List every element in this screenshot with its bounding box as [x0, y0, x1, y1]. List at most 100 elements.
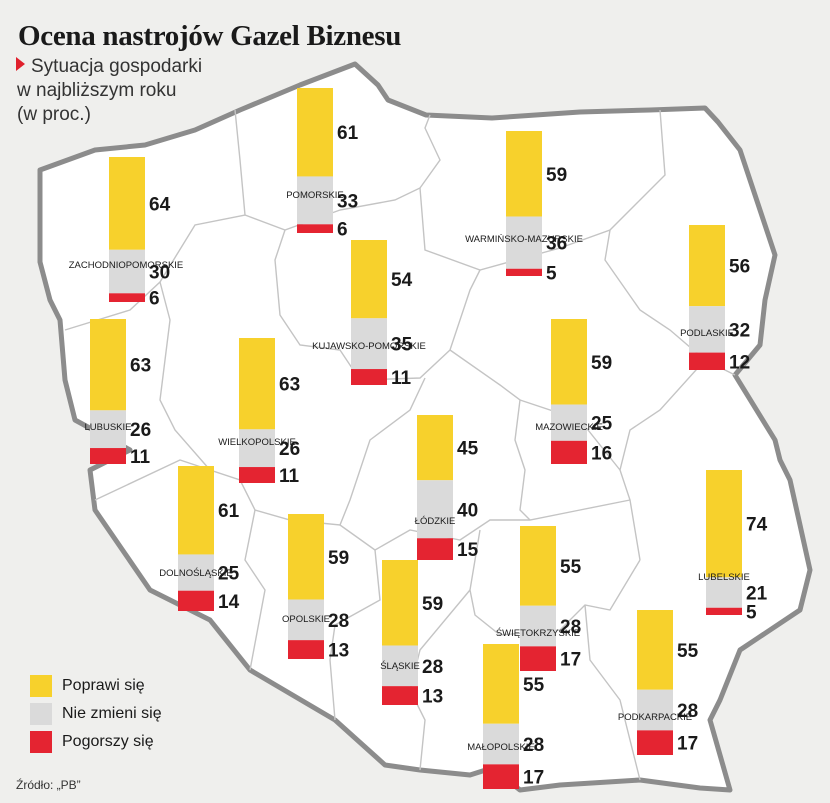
legend-label-worse: Pogorszy się [62, 733, 154, 750]
bar-segment-worse [239, 467, 275, 483]
bar-segment-worse [382, 686, 418, 705]
value-label-same: 28 [523, 735, 544, 756]
value-label-improve: 55 [677, 641, 699, 662]
region-lubuskie: 63 26 11 LUBUSKIE [85, 319, 151, 468]
value-label-improve: 61 [337, 123, 359, 144]
legend-swatch-improve [30, 675, 52, 697]
bar-segment-same [90, 410, 126, 449]
bar-segment-worse [706, 607, 742, 615]
region-name-label: KUJAWSKO-POMORSKIE [312, 341, 426, 352]
chart-title: Ocena nastrojów Gazel Biznesu [18, 20, 402, 52]
value-label-same: 28 [328, 611, 349, 632]
bar-segment-improve [706, 470, 742, 578]
bar-segment-same [551, 404, 587, 441]
legend-label-improve: Poprawi się [62, 677, 145, 694]
region-warminsko-mazurskie: 59 36 5 WARMIŃSKO-MAZURSKIE [465, 131, 583, 284]
region-kujawsko-pomorskie: 54 35 11 KUJAWSKO-POMORSKIE [312, 240, 426, 389]
region-wielkopolskie: 63 26 11 WIELKOPOLSKIE [218, 338, 300, 487]
bar-segment-same [483, 723, 519, 765]
value-label-worse: 16 [591, 443, 612, 464]
bar-segment-same [382, 645, 418, 687]
bar-segment-worse [637, 730, 673, 755]
bar-segment-improve [637, 610, 673, 690]
region-swietokrzyskie: 55 28 17 ŚWIĘTOKRZYSKIE [496, 526, 582, 671]
value-label-improve: 56 [729, 257, 750, 278]
value-label-worse: 13 [422, 687, 443, 708]
bar-segment-same [637, 689, 673, 731]
region-zachodniopomorskie: 64 30 6 ZACHODNIOPOMORSKIE [69, 157, 184, 310]
region-name-label: MAŁOPOLSKIE [467, 742, 535, 753]
region-name-label: LUBUSKIE [85, 422, 132, 433]
value-label-worse: 14 [218, 592, 240, 613]
bar-segment-improve [239, 338, 275, 430]
value-label-improve: 59 [328, 548, 349, 569]
value-label-improve: 59 [422, 594, 443, 615]
bar-segment-same [351, 318, 387, 370]
region-podkarpackie: 55 28 17 PODKARPACKIE [618, 610, 699, 755]
region-name-label: PODKARPACKIE [618, 712, 692, 723]
region-name-label: MAZOWIECKIE [535, 422, 603, 433]
value-label-improve: 54 [391, 270, 413, 291]
bar-segment-worse [520, 646, 556, 671]
value-label-improve: 59 [591, 353, 612, 374]
value-label-worse: 5 [546, 263, 557, 284]
region-opolskie: 59 28 13 OPOLSKIE [282, 514, 349, 662]
value-label-worse: 6 [149, 289, 160, 310]
value-label-same: 28 [422, 657, 443, 678]
legend-swatch-same [30, 703, 52, 725]
value-label-worse: 17 [677, 734, 698, 755]
bar-segment-improve [382, 560, 418, 646]
value-label-improve: 45 [457, 439, 479, 460]
legend-item-improve: Poprawi się [30, 672, 162, 700]
region-name-label: ZACHODNIOPOMORSKIE [69, 260, 184, 271]
value-label-same: 26 [130, 420, 151, 441]
bar-segment-improve [90, 319, 126, 411]
value-label-worse: 11 [391, 368, 412, 389]
region-dolnoslaskie: 61 25 14 DOLNOŚLĄSKIE [159, 466, 240, 613]
value-label-same: 25 [218, 564, 240, 585]
region-name-label: ŚWIĘTOKRZYSKIE [496, 627, 580, 639]
value-label-same: 40 [457, 500, 478, 521]
region-slaskie: 59 28 13 ŚLĄSKIE [380, 560, 443, 708]
value-label-same: 21 [746, 584, 768, 605]
bar-segment-same [288, 599, 324, 641]
bar-segment-worse [109, 293, 145, 302]
value-label-improve: 55 [560, 557, 582, 578]
region-mazowieckie: 59 25 16 MAZOWIECKIE [535, 319, 613, 464]
bar-segment-improve [351, 240, 387, 319]
region-name-label: WIELKOPOLSKIE [218, 437, 296, 448]
subtitle-line-3: (w proc.) [17, 104, 91, 125]
bar-segment-improve [417, 415, 453, 481]
region-bar-charts: 64306ZACHODNIOPOMORSKIE61336POMORSKIE593… [69, 88, 768, 789]
region-name-label: POMORSKIE [286, 190, 344, 201]
bar-segment-worse [90, 448, 126, 464]
region-name-label: ŚLĄSKIE [380, 660, 420, 672]
legend: Poprawi się Nie zmieni się Pogorszy się [30, 672, 162, 756]
bar-segment-same [520, 605, 556, 647]
value-label-improve: 74 [746, 515, 768, 536]
bar-segment-worse [417, 538, 453, 560]
region-name-label: OPOLSKIE [282, 614, 330, 625]
region-name-label: LUBELSKIE [698, 572, 750, 583]
bar-segment-improve [178, 466, 214, 555]
value-label-same: 36 [546, 234, 567, 255]
bar-segment-same [417, 480, 453, 539]
value-label-worse: 17 [560, 650, 581, 671]
bar-segment-worse [178, 590, 214, 611]
legend-label-same: Nie zmieni się [62, 705, 162, 722]
bar-segment-worse [297, 224, 333, 233]
value-label-improve: 64 [149, 194, 171, 215]
source-note: Źródło: „PB” [16, 778, 81, 792]
legend-swatch-worse [30, 731, 52, 753]
region-podlaskie: 56 32 12 PODLASKIE [680, 225, 750, 373]
value-label-worse: 15 [457, 540, 479, 561]
bar-segment-improve [506, 131, 542, 217]
value-label-same: 30 [149, 263, 170, 284]
value-label-improve: 63 [279, 375, 300, 396]
region-malopolskie: 55 28 17 MAŁOPOLSKIE [467, 644, 545, 789]
value-label-worse: 11 [130, 447, 151, 468]
bar-segment-improve [689, 225, 725, 307]
value-label-same: 26 [279, 439, 300, 460]
bar-segment-worse [351, 369, 387, 385]
